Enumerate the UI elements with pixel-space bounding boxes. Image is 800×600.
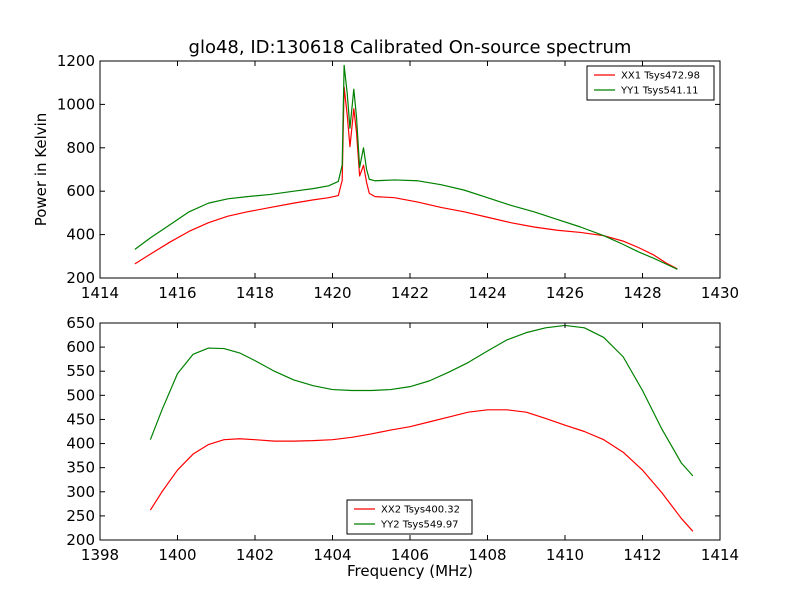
y-tick-label: 250 <box>66 507 95 525</box>
x-tick-label: 1408 <box>468 546 506 564</box>
x-tick-label: 1412 <box>623 546 661 564</box>
y-tick-label: 600 <box>66 182 95 200</box>
y-tick-label: 300 <box>66 483 95 501</box>
shared-x-axis-label: Frequency (MHz) <box>347 562 473 580</box>
x-tick-label: 1430 <box>701 284 739 302</box>
legend: XX2 Tsys400.32 YY2 Tsys549.97 <box>346 499 473 535</box>
figure-title: glo48, ID:130618 Calibrated On-source sp… <box>189 37 632 58</box>
y-tick-label: 800 <box>66 139 95 157</box>
x-tick-label: 1406 <box>391 546 429 564</box>
x-tick-label: 1422 <box>391 284 429 302</box>
x-tick-label: 1410 <box>546 546 584 564</box>
x-tick-label: 1416 <box>158 284 196 302</box>
x-tick-label: 1426 <box>546 284 584 302</box>
x-tick-label: 1420 <box>313 284 351 302</box>
y-tick-label: 400 <box>66 435 95 453</box>
x-tick-label: 1400 <box>158 546 196 564</box>
legend: XX1 Tsys472.98 YY1 Tsys541.11 <box>586 65 715 101</box>
top-spectrum-panel: 1414 1416 1418 1420 1422 1424 1426 1428 1430 200 4… <box>32 52 739 302</box>
x-tick-label: 1418 <box>236 284 274 302</box>
series-line-xx2 <box>149 409 694 532</box>
legend-label: YY2 Tsys549.97 <box>380 520 459 531</box>
y-tick-label: 500 <box>66 386 95 404</box>
series-line-yy2 <box>149 324 694 477</box>
legend-label: YY1 Tsys541.11 <box>620 86 699 97</box>
y-axis-label: Power in Kelvin <box>32 113 50 227</box>
legend-box <box>586 65 715 101</box>
legend-label: XX2 Tsys400.32 <box>381 505 460 516</box>
legend-box <box>346 499 473 535</box>
y-tick-label: 200 <box>66 531 95 549</box>
x-tick-label: 1398 <box>81 546 119 564</box>
y-tick-label: 450 <box>66 410 95 428</box>
x-tick-label: 1414 <box>81 284 119 302</box>
y-tick-label: 350 <box>66 459 95 477</box>
y-tick-label: 200 <box>66 269 95 287</box>
y-tick-label: 600 <box>66 338 95 356</box>
y-tick-label: 400 <box>66 226 95 244</box>
y-tick-label: 1000 <box>57 95 95 113</box>
y-tick-label: 650 <box>66 314 95 332</box>
y-tick-label: 1200 <box>57 52 95 70</box>
x-tick-label: 1424 <box>468 284 506 302</box>
series-line-yy1 <box>134 64 678 270</box>
x-tick-label: 1428 <box>623 284 661 302</box>
bottom-spectrum-panel: 1398 1400 1402 1404 1406 1408 1410 1412 1414 200 2… <box>66 314 739 564</box>
x-tick-label: 1404 <box>313 546 351 564</box>
series-line-xx1 <box>134 86 678 270</box>
y-tick-label: 550 <box>66 362 95 380</box>
legend-label: XX1 Tsys472.98 <box>621 71 700 82</box>
x-tick-label: 1402 <box>236 546 274 564</box>
x-tick-label: 1414 <box>701 546 739 564</box>
